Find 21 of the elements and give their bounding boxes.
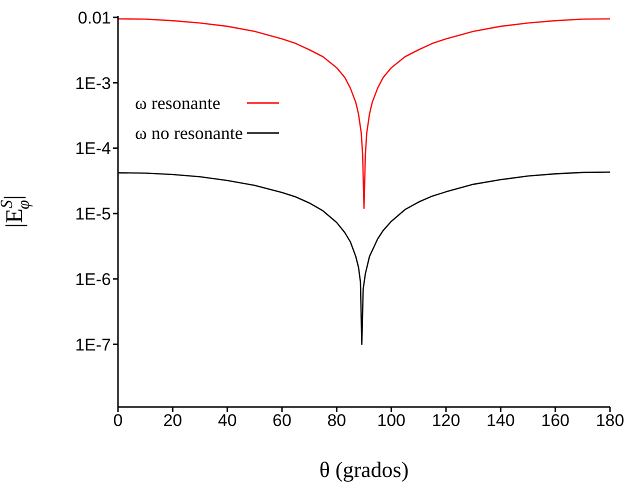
y-tick-label: 1E-4: [75, 139, 111, 158]
x-tick-label: 160: [541, 411, 570, 430]
x-tick-label: 60: [272, 411, 292, 430]
y-tick-label: 0.01: [78, 8, 111, 28]
legend-label: ω no resonante: [135, 122, 243, 144]
y-tick-label: 1E-6: [75, 270, 111, 289]
y-tick-label: 1E-7: [75, 335, 111, 354]
legend-label: ω resonante: [135, 92, 222, 114]
x-axis-title: θ (grados): [319, 457, 409, 482]
x-tick-label: 180: [596, 411, 624, 430]
x-tick-label: 140: [486, 411, 515, 430]
y-axis-title: |ESφ|: [0, 195, 33, 228]
x-tick-label: 100: [377, 411, 406, 430]
y-tick-label: 1E-5: [75, 204, 111, 224]
x-tick-label: 80: [327, 411, 346, 430]
x-tick-label: 120: [432, 411, 460, 430]
y-tick-label: 1E-3: [75, 74, 111, 93]
line-series: [118, 18, 610, 210]
x-tick-label: 20: [163, 411, 182, 430]
x-tick-label: 0: [113, 411, 123, 430]
x-tick-label: 40: [218, 411, 237, 430]
